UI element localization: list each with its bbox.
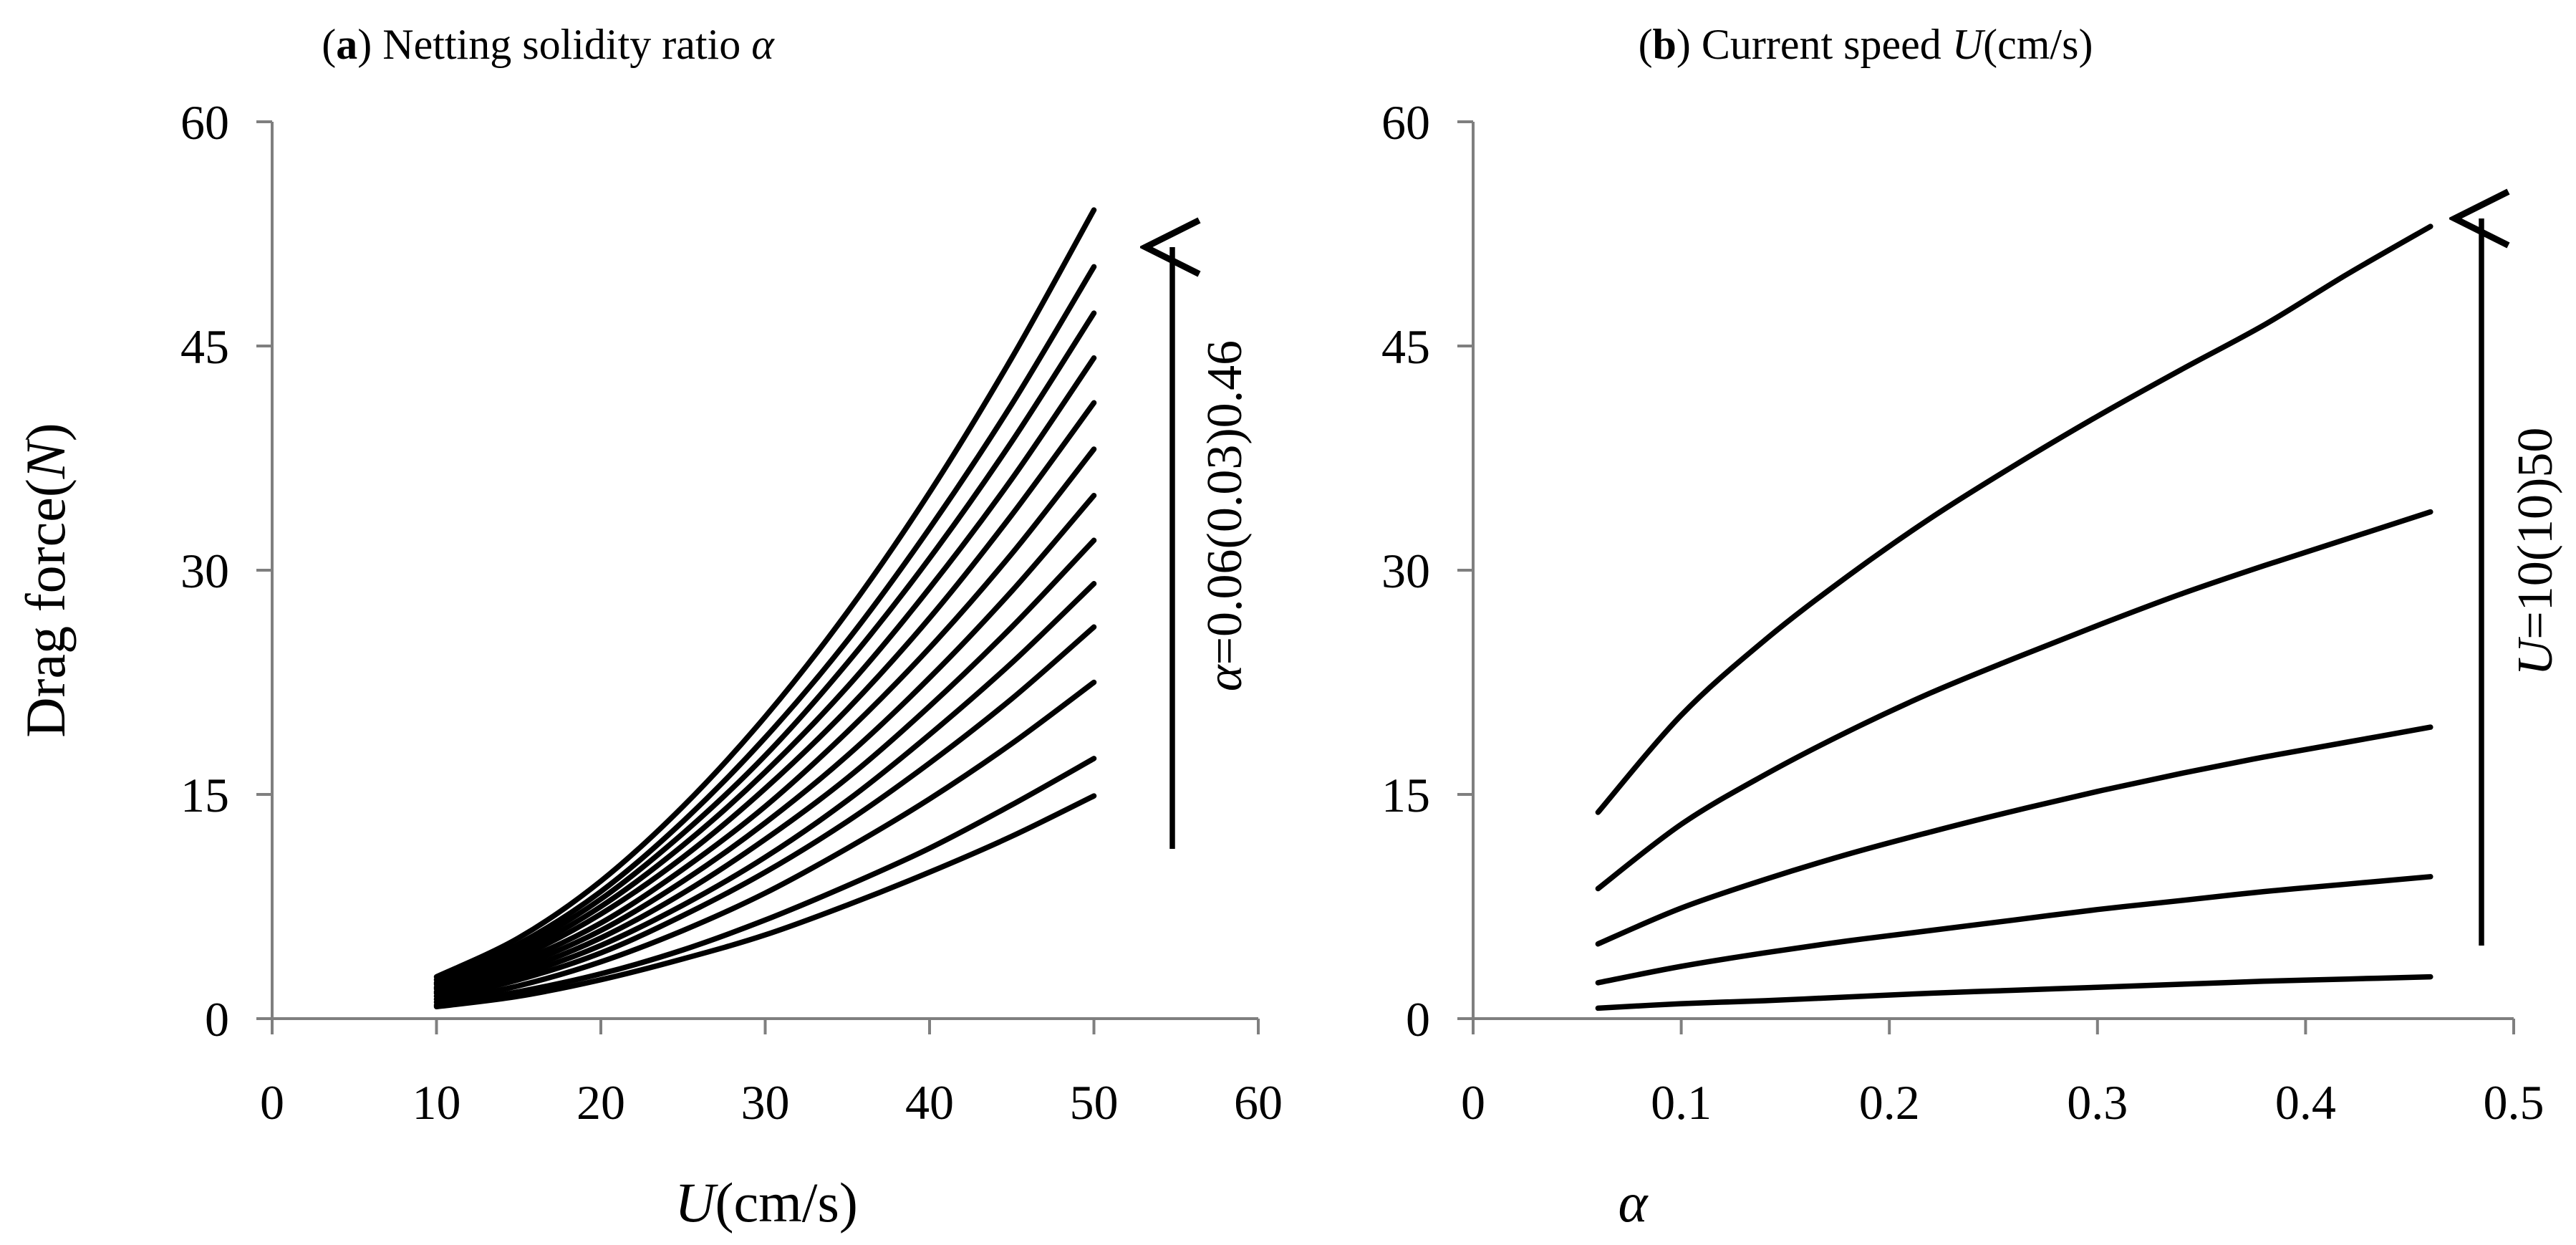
panel-a-series-line-8 (433, 446, 1097, 992)
panel-b-x-tick-label: 0.2 (1859, 1075, 1920, 1130)
panel-a-series-line-11 (433, 310, 1097, 986)
panel-b-y-tick-label: 30 (1381, 544, 1430, 598)
panel-a-x-tick-label: 30 (741, 1075, 790, 1130)
panel-b-x-axis-title: α (1619, 1171, 1649, 1234)
panel-a-series-line-5 (433, 581, 1097, 999)
panel-a-y-tick-label: 60 (180, 95, 229, 150)
panel-b-title: (b) Current speed U(cm/s) (1639, 21, 2093, 68)
panel-a-y-tick-label: 0 (205, 992, 229, 1047)
panel-a-series-line-12 (433, 264, 1097, 983)
panel-b-x-tick-label: 0.5 (2484, 1075, 2544, 1130)
panel-b-x-tick-label: 0.4 (2275, 1075, 2336, 1130)
panel-a-x-tick-label: 50 (1070, 1075, 1119, 1130)
panel-a-x-tick-label: 10 (413, 1075, 461, 1130)
panel-b-y-tick-label: 45 (1381, 319, 1430, 374)
panel-a-series-line-13 (433, 207, 1097, 980)
panel-b-series-line-4 (1595, 509, 2433, 892)
panel-b-series-line-2 (1595, 874, 2433, 986)
panel-a-x-tick-label: 20 (577, 1075, 625, 1130)
panel-b-y-tick-label: 15 (1381, 768, 1430, 822)
panel-b: (b) Current speed U(cm/s) α 0 15 30 45 60 0 0… (1381, 21, 2563, 1234)
panel-a-series-line-1 (433, 793, 1097, 1010)
panel-a-x-tick-label: 40 (905, 1075, 954, 1130)
panel-a-x-tick-label: 0 (260, 1075, 284, 1130)
panel-b-annotation: U=10(10)50 (2508, 428, 2563, 676)
panel-b-x-tick-label: 0.1 (1651, 1075, 1712, 1130)
panel-a-y-tick-label: 15 (180, 768, 229, 822)
panel-a-series-line-9 (433, 400, 1097, 990)
panel-b-x-tick-label: 0 (1461, 1075, 1485, 1130)
panel-a: (a) Netting solidity ratio α Drag force(… (14, 21, 1283, 1234)
panel-a-y-tick-label: 30 (180, 544, 229, 598)
panel-a-series-line-6 (433, 537, 1097, 996)
panel-b-y-tick-label: 0 (1406, 992, 1430, 1047)
panel-a-x-axis-title: U(cm/s) (675, 1171, 858, 1234)
panel-a-title: (a) Netting solidity ratio α (322, 21, 775, 68)
panel-a-series-line-3 (433, 679, 1097, 1005)
panel-b-series-line-1 (1595, 974, 2433, 1011)
panel-b-x-tick-label: 0.3 (2067, 1075, 2128, 1130)
panel-a-y-axis-title: Drag force(N) (14, 423, 77, 738)
panel-a-annotation: α=0.06(0.03)0.46 (1197, 340, 1253, 691)
panel-a-x-tick-label: 60 (1234, 1075, 1283, 1130)
panel-b-y-tick-label: 60 (1381, 95, 1430, 150)
panel-a-series-line-10 (433, 355, 1097, 987)
panel-a-series-line-7 (433, 492, 1097, 995)
panel-b-series-line-3 (1595, 724, 2433, 947)
panel-a-series-line-4 (433, 624, 1097, 1002)
panel-b-series-line-5 (1595, 223, 2433, 815)
panel-a-y-tick-label: 45 (180, 319, 229, 374)
panel-a-series-line-2 (433, 756, 1097, 1008)
